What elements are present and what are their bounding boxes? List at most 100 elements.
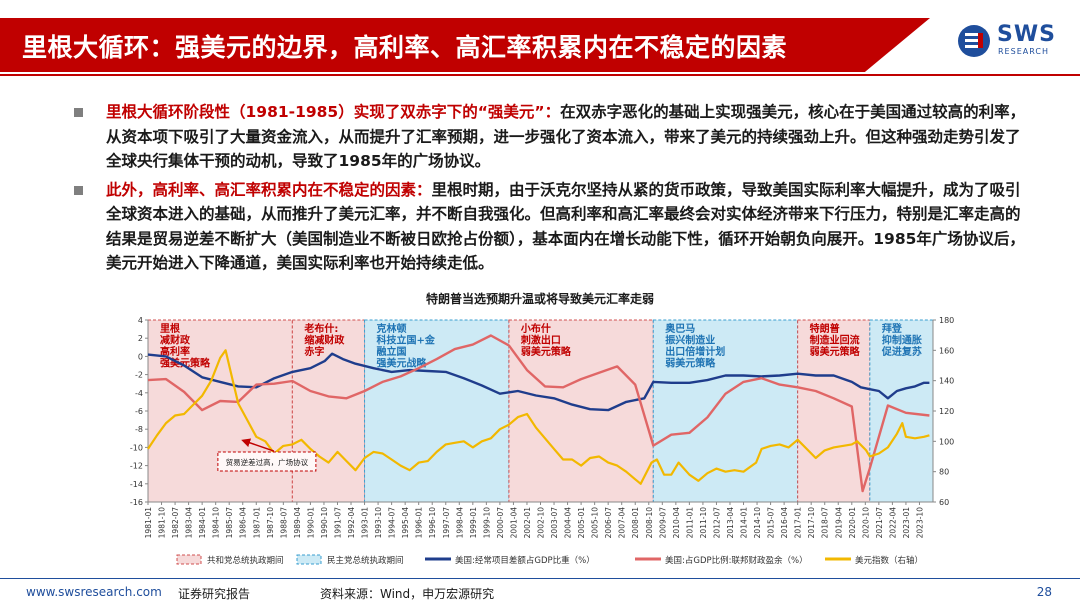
period-label-line: 科技立国+金 xyxy=(377,334,436,347)
bullet-body: 在双赤字恶化的基础上实现强美元，核心在于美国通过较高的利率，从资本项下吸引了大量… xyxy=(106,103,1026,170)
period-label-line: 奥巴马 xyxy=(665,322,695,335)
x-tick-label: 2004-04 xyxy=(564,507,573,539)
logo-mark-icon xyxy=(958,25,990,57)
x-tick-label: 1981-01 xyxy=(144,507,153,539)
period-label-line: 促进复苏 xyxy=(881,345,922,358)
footer-label: 证券研究报告 xyxy=(178,587,251,601)
left-tick-label: 2 xyxy=(138,334,143,343)
x-tick-label: 2014-10 xyxy=(753,507,762,539)
left-tick-label: -2 xyxy=(135,371,143,380)
left-tick-label: -12 xyxy=(130,462,143,471)
title-banner xyxy=(0,18,930,72)
page-title: 里根大循环：强美元的边界，高利率、高汇率积累内在不稳定的因素 xyxy=(22,33,788,62)
period-label-line: 特朗普 xyxy=(810,322,840,335)
x-tick-label: 2013-04 xyxy=(726,507,735,539)
x-tick-label: 1992-04 xyxy=(347,507,356,539)
period-label-5: 特朗普制造业回流弱美元策略 xyxy=(810,322,861,358)
bullet-list: 里根大循环阶段性（1981-1985）实现了双赤字下的“强美元”：在双赤字恶化的… xyxy=(70,100,1030,280)
x-tick-label: 1990-10 xyxy=(320,507,329,539)
x-tick-label: 2003-07 xyxy=(550,507,559,539)
x-tick-label: 2022-04 xyxy=(888,507,897,539)
left-tick-label: -16 xyxy=(130,498,143,507)
left-tick-label: -8 xyxy=(135,425,143,434)
legend-label-3: 美国:占GDP比例:联邦财政盈余（%） xyxy=(665,555,808,566)
period-label-line: 小布什 xyxy=(520,322,551,335)
legend-swatch-1 xyxy=(296,554,322,565)
sws-logo: SWS RESEARCH xyxy=(957,22,1067,62)
x-tick-label: 1994-07 xyxy=(388,507,397,539)
x-tick-label: 1997-07 xyxy=(442,507,451,539)
x-tick-label: 1984-01 xyxy=(198,507,207,539)
period-label-line: 出口倍增计划 xyxy=(665,345,725,358)
annotation-box xyxy=(217,451,317,472)
left-tick-label: 4 xyxy=(138,316,143,325)
x-tick-label: 1987-10 xyxy=(266,507,275,539)
x-tick-label: 1981-10 xyxy=(158,507,167,539)
x-tick-label: 1987-01 xyxy=(252,507,261,539)
period-band-3 xyxy=(508,319,654,503)
x-tick-label: 1985-07 xyxy=(225,507,234,539)
x-tick-label: 2016-04 xyxy=(780,507,789,539)
legend-label-2: 美国:经常项目差额占GDP比重（%） xyxy=(455,555,595,566)
right-tick-label: 60 xyxy=(939,498,949,507)
x-tick-label: 1993-01 xyxy=(361,507,370,539)
period-band-1 xyxy=(291,319,366,503)
x-tick-label: 2021-07 xyxy=(875,507,884,539)
x-tick-label: 2002-01 xyxy=(523,507,532,539)
x-tick-label: 1996-01 xyxy=(415,507,424,539)
bullet-item: 此外，高利率、高汇率积累内在不稳定的因素：里根时期，由于沃克尔坚持从紧的货币政策… xyxy=(70,178,1030,276)
series-line-1 xyxy=(147,334,930,493)
x-tick-label: 2019-04 xyxy=(834,507,843,539)
x-tick-label: 1988-07 xyxy=(279,507,288,539)
period-label-line: 高利率 xyxy=(160,345,190,358)
footer-source: 资料来源：Wind，申万宏源研究 xyxy=(320,587,495,601)
x-tick-label: 1983-04 xyxy=(185,507,194,539)
x-tick-label: 2015-07 xyxy=(767,507,776,539)
x-tick-label: 2005-01 xyxy=(577,507,586,539)
x-tick-label: 1986-04 xyxy=(239,507,248,539)
x-tick-label: 2020-01 xyxy=(848,507,857,539)
legend-swatch-0 xyxy=(176,554,202,565)
left-tick-label: -10 xyxy=(130,443,143,452)
x-tick-label: 2020-10 xyxy=(861,507,870,539)
x-tick-label: 1996-10 xyxy=(428,507,437,539)
x-tick-label: 2018-07 xyxy=(821,507,830,539)
period-label-line: 减财政 xyxy=(160,334,191,347)
x-tick-label: 2010-04 xyxy=(672,507,681,539)
period-label-line: 缩减财政 xyxy=(304,334,345,347)
legend-label-4: 美元指数（右轴） xyxy=(855,555,923,566)
bullet-lead: 里根大循环阶段性（1981-1985）实现了双赤字下的“强美元”： xyxy=(106,103,561,121)
x-tick-label: 1995-04 xyxy=(401,507,410,539)
x-tick-label: 2005-10 xyxy=(591,507,600,539)
left-tick-label: -4 xyxy=(135,389,143,398)
bullet-body: 里根时期，由于沃克尔坚持从紧的货币政策，导致美国实际利率大幅提升，成为了吸引全球… xyxy=(106,180,1025,273)
period-label-line: 强美元战略 xyxy=(377,357,428,370)
x-tick-label: 1998-04 xyxy=(455,507,464,539)
right-tick-label: 180 xyxy=(939,316,954,325)
chart-title: 特朗普当选预期升温或将导致美元汇率走弱 xyxy=(425,292,654,306)
header-divider xyxy=(0,74,1080,76)
x-tick-label: 2009-07 xyxy=(658,507,667,539)
footer-divider xyxy=(0,578,1080,579)
bullet-item: 里根大循环阶段性（1981-1985）实现了双赤字下的“强美元”：在双赤字恶化的… xyxy=(70,100,1030,174)
right-tick-label: 160 xyxy=(939,346,954,355)
x-tick-label: 2001-04 xyxy=(509,507,518,539)
page-number: 28 xyxy=(1036,585,1052,599)
dollar-policy-chart: 里根减财政高利率强美元策略老布什:缩减财政赤字克林顿科技立国+金融立国强美元战略… xyxy=(130,316,954,566)
x-tick-label: 1993-10 xyxy=(374,507,383,539)
x-tick-label: 2006-07 xyxy=(604,507,613,539)
period-label-6: 拜登抑制通胀促进复苏 xyxy=(881,322,922,358)
period-label-line: 融立国 xyxy=(377,345,407,358)
series-line-0 xyxy=(147,352,930,412)
x-tick-label: 1991-07 xyxy=(333,507,342,539)
period-band-2 xyxy=(364,319,510,503)
right-tick-label: 100 xyxy=(939,437,954,446)
x-tick-label: 2014-01 xyxy=(740,507,749,539)
footer-url[interactable]: www.swsresearch.com xyxy=(26,585,162,599)
x-tick-label: 1999-10 xyxy=(482,507,491,539)
legend-label-0: 共和党总统执政期间 xyxy=(207,555,284,566)
period-label-line: 抑制通胀 xyxy=(882,334,922,347)
period-label-line: 刺激出口 xyxy=(520,334,561,347)
right-tick-label: 120 xyxy=(939,407,954,416)
period-label-line: 里根 xyxy=(160,322,180,335)
